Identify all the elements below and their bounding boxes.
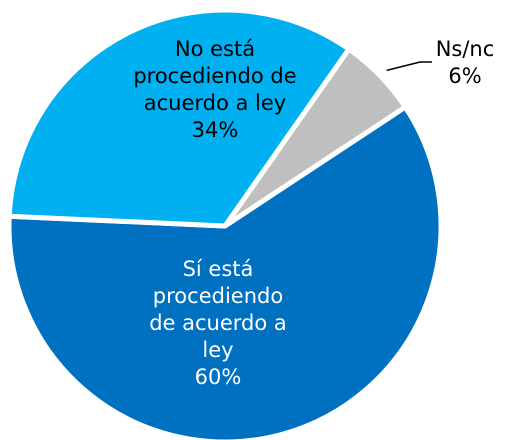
pie-slice — [6, 104, 444, 440]
pie-slice — [6, 7, 352, 229]
value-label: 60% — [194, 365, 242, 389]
slice-label: Ns/nc 6% — [415, 36, 509, 90]
category-name: No está procediendo de acuerdo a ley — [133, 37, 297, 115]
slice-label: Sí está procediendo de acuerdo a ley 60% — [138, 256, 298, 391]
value-label: 6% — [448, 64, 482, 88]
leader-line — [386, 61, 432, 72]
category-name: Ns/nc — [435, 37, 495, 61]
category-name: Sí está procediendo de acuerdo a ley — [149, 257, 287, 362]
slice-label: No está procediendo de acuerdo a ley 34% — [130, 36, 300, 144]
value-label: 34% — [191, 118, 239, 142]
